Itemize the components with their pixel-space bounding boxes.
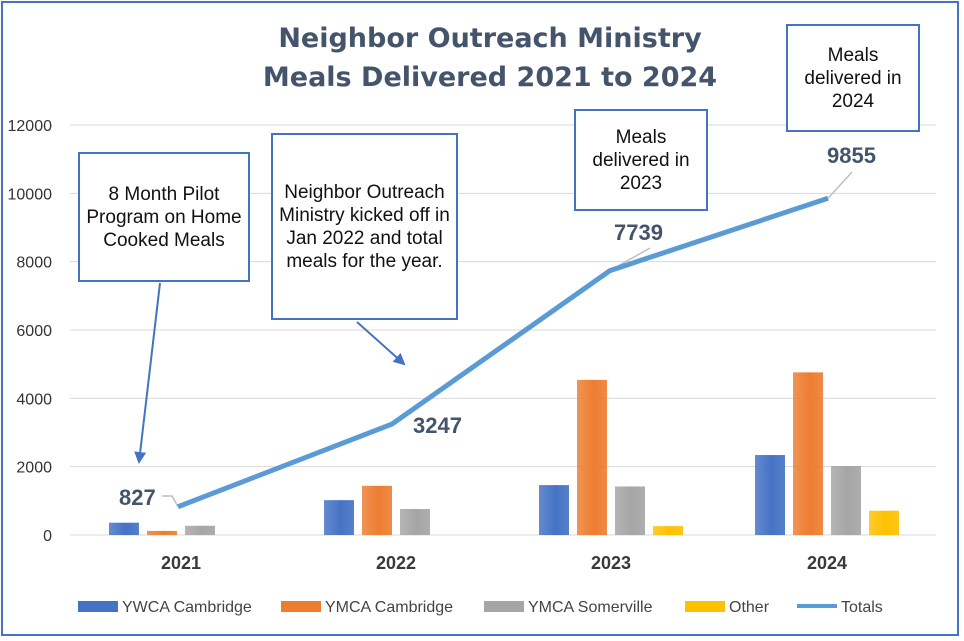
kickoff-callout: Neighbor Outreach Ministry kicked off in…: [271, 133, 458, 320]
x-category-label: 2024: [807, 553, 847, 573]
data-label-leader: [162, 495, 179, 508]
meals-2024-callout: Meals delivered in 2024: [786, 24, 920, 132]
total-data-label: 7739: [614, 220, 663, 245]
y-tick-label: 10000: [8, 186, 53, 203]
bar-ywca-cambridge: [539, 485, 569, 535]
bar-ywca-cambridge: [755, 455, 785, 535]
bar-ymca-somerville: [400, 509, 430, 535]
bar-ymca-cambridge: [147, 530, 177, 535]
chart-title-line-1: Neighbor Outreach Ministry: [278, 23, 702, 54]
x-category-label: 2021: [161, 553, 201, 573]
total-data-label: 827: [119, 485, 156, 510]
legend-swatch: [281, 601, 321, 612]
x-category-label: 2022: [376, 553, 416, 573]
y-tick-label: 8000: [16, 255, 52, 272]
total-data-label: 9855: [827, 143, 876, 168]
bar-other: [869, 510, 899, 535]
y-tick-label: 0: [43, 528, 52, 545]
legend-label: Totals: [841, 599, 883, 616]
legend-swatch: [78, 601, 118, 612]
legend-swatch: [484, 601, 524, 612]
chart-title-line-2: Meals Delivered 2021 to 2024: [263, 62, 717, 93]
legend-label: YMCA Cambridge: [325, 599, 453, 616]
legend-swatch: [685, 601, 725, 612]
pilot-callout: 8 Month Pilot Program on Home Cooked Mea…: [78, 152, 250, 282]
data-label-leader: [827, 171, 853, 199]
bar-ymca-cambridge: [362, 485, 392, 535]
bar-ywca-cambridge: [324, 500, 354, 535]
totals-line: [177, 195, 829, 510]
kickoff-arrow: [356, 321, 406, 366]
bar-ymca-cambridge: [793, 372, 823, 535]
bar-ymca-somerville: [185, 525, 215, 535]
pilot-arrow: [134, 282, 161, 464]
y-tick-label: 6000: [16, 323, 52, 340]
legend-label: YMCA Somerville: [528, 599, 653, 616]
bar-ymca-somerville: [615, 486, 645, 535]
x-category-label: 2023: [591, 553, 631, 573]
meals-2023-callout: Meals delivered in 2023: [574, 109, 708, 211]
bar-ymca-somerville: [831, 465, 861, 535]
legend-label: YWCA Cambridge: [122, 599, 252, 616]
bar-ymca-cambridge: [577, 379, 607, 535]
y-tick-label: 2000: [16, 460, 52, 477]
y-tick-label: 12000: [8, 118, 53, 135]
total-data-label: 3247: [413, 413, 462, 438]
legend-label: Other: [729, 599, 770, 616]
bar-ywca-cambridge: [109, 522, 139, 535]
bar-other: [653, 526, 683, 535]
y-tick-label: 4000: [16, 391, 52, 408]
